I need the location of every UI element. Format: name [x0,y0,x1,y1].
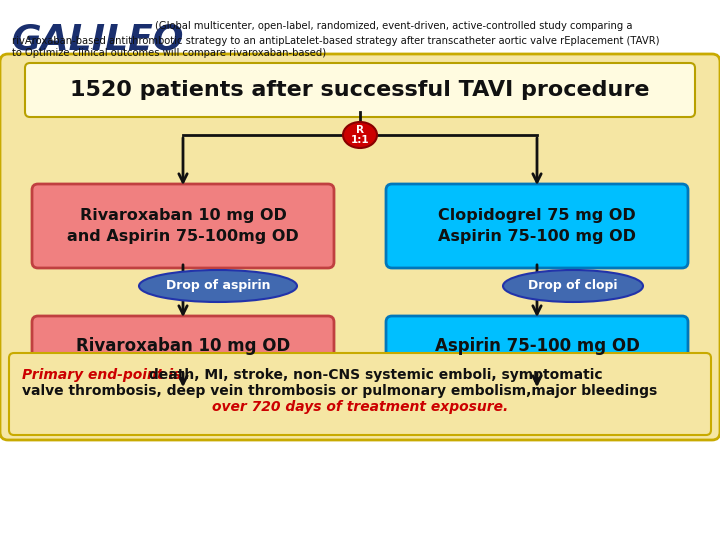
Text: Drop of clopi: Drop of clopi [528,280,618,293]
Text: (Global multicenter, open-label, randomized, event-driven, active-controlled stu: (Global multicenter, open-label, randomi… [155,21,632,31]
FancyBboxPatch shape [32,184,334,268]
Text: GALILEO: GALILEO [12,22,184,56]
Text: rivAroxaban-based antithrombotic strategy to an antipLatelet-based strategy afte: rivAroxaban-based antithrombotic strateg… [12,36,660,46]
FancyBboxPatch shape [9,353,711,435]
FancyBboxPatch shape [25,63,695,117]
Text: Clopidogrel 75 mg OD
Aspirin 75-100 mg OD: Clopidogrel 75 mg OD Aspirin 75-100 mg O… [438,208,636,244]
Text: Rivaroxaban 10 mg OD
and Aspirin 75-100mg OD: Rivaroxaban 10 mg OD and Aspirin 75-100m… [67,208,299,244]
Text: 1520 patients after successful TAVI procedure: 1520 patients after successful TAVI proc… [71,80,649,100]
Ellipse shape [503,270,643,302]
Text: Primary end-point is: Primary end-point is [22,368,181,382]
Text: death, MI, stroke, non-CNS systemic emboli, symptomatic: death, MI, stroke, non-CNS systemic embo… [144,368,603,382]
Ellipse shape [343,122,377,148]
Ellipse shape [139,270,297,302]
Text: Aspirin 75-100 mg OD: Aspirin 75-100 mg OD [435,337,639,355]
Text: to Optimize clinical outcomes will compare rivaroxaban-based): to Optimize clinical outcomes will compa… [12,48,326,58]
Text: valve thrombosis, deep vein thrombosis or pulmonary embolism,major bleedings: valve thrombosis, deep vein thrombosis o… [22,384,657,398]
FancyBboxPatch shape [386,316,688,376]
FancyBboxPatch shape [32,316,334,376]
FancyBboxPatch shape [386,184,688,268]
Text: Rivaroxaban 10 mg OD: Rivaroxaban 10 mg OD [76,337,290,355]
Text: Drop of aspirin: Drop of aspirin [166,280,270,293]
Text: over 720 days of treatment exposure.: over 720 days of treatment exposure. [212,400,508,414]
FancyBboxPatch shape [0,54,720,440]
Text: R
1:1: R 1:1 [351,125,369,145]
